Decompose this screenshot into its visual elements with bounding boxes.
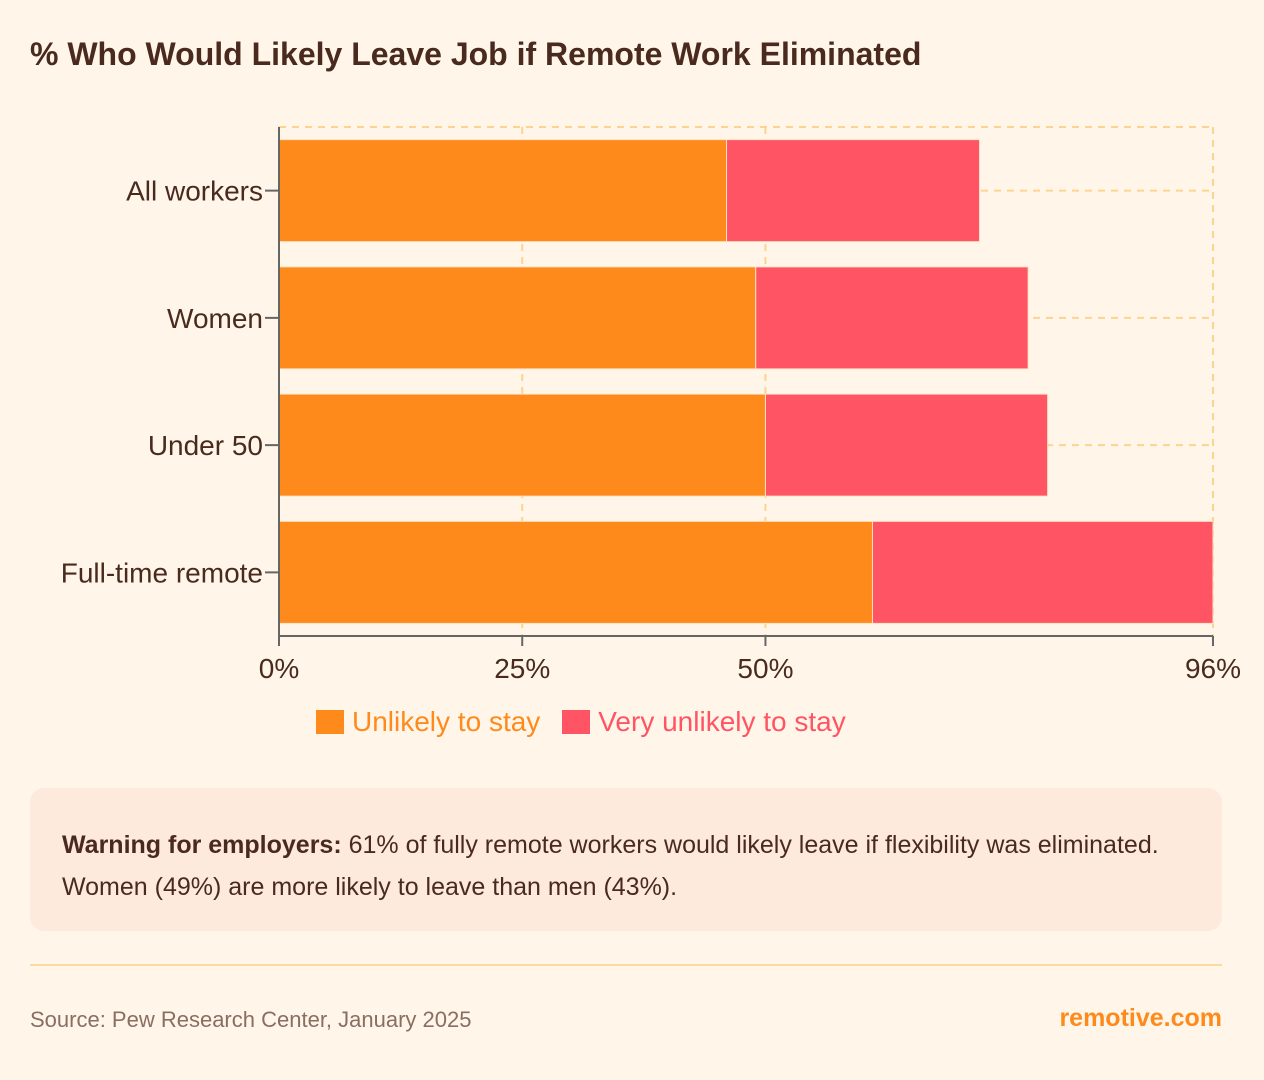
callout-text: 61% of fully remote workers would likely…: [62, 831, 1159, 901]
bar-chart: All workers Women Under 50 Full-time remote…: [61, 126, 1241, 684]
legend: Unlikely to stay Very unlikely to stay: [316, 706, 846, 738]
y-tick-label: Under 50: [148, 430, 263, 461]
chart-title: % Who Would Likely Leave Job if Remote W…: [30, 36, 922, 72]
brand-link[interactable]: remotive.com: [1059, 1004, 1222, 1032]
legend-label: Unlikely to stay: [352, 706, 541, 737]
y-tick-label: Women: [167, 303, 263, 334]
x-tick-label: 25%: [494, 653, 550, 684]
bar-very-unlikely: [764, 393, 1049, 497]
legend-item-unlikely: Unlikely to stay: [316, 706, 540, 738]
legend-label: Very unlikely to stay: [598, 706, 846, 737]
divider: [30, 964, 1222, 966]
bar-unlikely: [278, 520, 873, 624]
bar-unlikely: [278, 266, 757, 370]
y-tick-label: Full-time remote: [61, 557, 263, 588]
bar-very-unlikely: [755, 266, 1029, 370]
callout-bold: Warning for employers:: [62, 831, 342, 859]
y-tick-label: All workers: [126, 176, 263, 207]
x-tick-label: 50%: [737, 653, 793, 684]
legend-swatch: [562, 710, 591, 734]
x-tick-label: 96%: [1185, 653, 1241, 684]
bar-unlikely: [278, 139, 728, 243]
callout-box: Warning for employers: 61% of fully remo…: [30, 788, 1222, 931]
source-note: Source: Pew Research Center, January 202…: [30, 1007, 472, 1032]
bar-very-unlikely: [871, 520, 1214, 624]
bar-unlikely: [278, 393, 766, 497]
x-tick-label: 0%: [259, 653, 299, 684]
legend-item-very-unlikely: Very unlikely to stay: [562, 706, 846, 738]
legend-swatch: [316, 710, 344, 734]
bar-very-unlikely: [726, 139, 981, 243]
